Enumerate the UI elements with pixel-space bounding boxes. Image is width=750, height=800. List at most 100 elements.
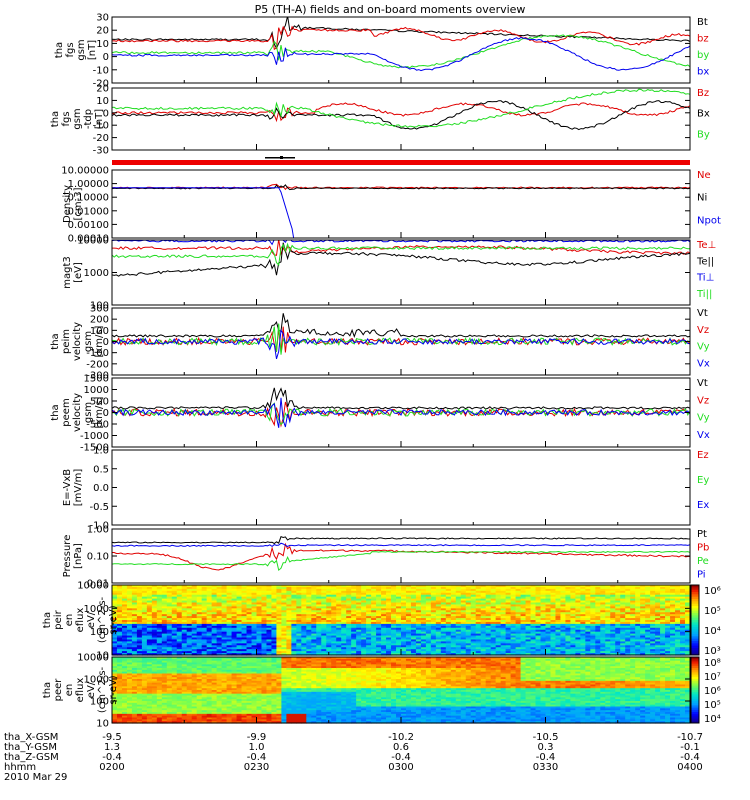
heatmap-cell — [376, 620, 382, 623]
heatmap-cell — [346, 625, 352, 629]
heatmap-cell — [326, 639, 332, 642]
heatmap-cell — [515, 627, 522, 631]
heatmap-cell — [475, 612, 482, 615]
heatmap-cell — [291, 600, 297, 604]
heatmap-cell — [131, 625, 138, 629]
heatmap-cell — [291, 645, 297, 648]
heatmap-cell — [391, 612, 397, 615]
heatmap-cell — [376, 612, 382, 615]
heatmap-cell — [116, 645, 123, 648]
heatmap-cell — [246, 643, 253, 646]
heatmap-cell — [475, 639, 482, 642]
heatmap-cell — [615, 592, 621, 596]
heatmap-cell — [112, 660, 118, 664]
heatmap-cell — [505, 602, 512, 606]
heatmap-cell — [356, 588, 362, 592]
heatmap-cell — [470, 647, 477, 650]
heatmap-cell — [555, 635, 562, 639]
heatmap-cell — [630, 651, 636, 654]
heatmap-cell — [121, 713, 128, 717]
heatmap-cell — [216, 592, 223, 596]
heatmap-cell — [555, 616, 562, 619]
heatmap-cell — [590, 625, 596, 629]
heatmap-cell — [465, 586, 472, 590]
heatmap-cell — [216, 625, 223, 629]
y-tick-label: -1000 — [80, 431, 109, 442]
heatmap-cell — [356, 600, 362, 604]
heatmap-cell — [415, 614, 422, 617]
heatmap-cell — [535, 639, 542, 642]
heatmap-cell — [241, 606, 248, 609]
heatmap-cell — [415, 621, 422, 625]
heatmap-cell — [440, 629, 447, 633]
heatmap-cell — [685, 635, 691, 639]
heatmap-cell — [316, 620, 322, 623]
heatmap-cell — [241, 639, 248, 642]
heatmap-cell — [680, 596, 686, 600]
heatmap-cell — [161, 662, 168, 665]
heatmap-cell — [570, 625, 576, 629]
heatmap-cell — [136, 606, 143, 609]
heatmap-cell — [176, 645, 183, 648]
heatmap-cell — [620, 612, 626, 615]
heatmap-cell — [181, 592, 188, 596]
heatmap-cell — [316, 653, 322, 656]
heatmap-cell — [495, 585, 502, 588]
heatmap-cell — [301, 610, 307, 613]
heatmap-cell — [181, 585, 188, 588]
heatmap-cell — [655, 653, 661, 656]
heatmap-cell — [316, 621, 322, 625]
heatmap-cell — [630, 649, 636, 652]
heatmap-cell — [141, 590, 148, 594]
heatmap-cell — [121, 668, 128, 671]
heatmap-cell — [490, 635, 497, 639]
heatmap-cell — [475, 608, 482, 611]
heatmap-cell — [161, 641, 168, 644]
heatmap-cell — [311, 585, 317, 588]
heatmap-cell — [535, 635, 542, 639]
heatmap-cell — [251, 616, 258, 619]
heatmap-cell — [321, 643, 327, 646]
heatmap-cell — [311, 604, 317, 607]
heatmap-cell — [680, 653, 686, 656]
heatmap-cell — [590, 649, 596, 652]
heatmap-cell — [650, 616, 656, 619]
heatmap-cell — [346, 645, 352, 648]
heatmap-cell — [361, 651, 367, 654]
y-tick-label: 300 — [90, 304, 109, 315]
heatmap-cell — [545, 653, 552, 656]
heatmap-cell — [171, 651, 178, 654]
heatmap-cell — [126, 699, 133, 702]
heatmap-cell — [615, 588, 621, 592]
heatmap-cell — [381, 594, 387, 598]
heatmap-cell — [675, 594, 681, 598]
heatmap-cell — [121, 662, 128, 665]
heatmap-cell — [575, 635, 581, 639]
heatmap-cell — [112, 620, 118, 623]
heatmap-cell — [166, 653, 173, 656]
heatmap-cell — [226, 625, 233, 629]
heatmap-cell — [141, 606, 148, 609]
heatmap-cell — [605, 604, 611, 607]
heatmap-cell — [112, 649, 118, 652]
heatmap-cell — [500, 629, 507, 633]
heatmap-cell — [440, 588, 447, 592]
heatmap-cell — [495, 618, 502, 621]
heatmap-cell — [650, 588, 656, 592]
heatmap-cell — [480, 610, 487, 613]
heatmap-cell — [286, 620, 292, 623]
heatmap-cell — [640, 618, 646, 621]
heatmap-cell — [530, 625, 537, 629]
heatmap-cell — [161, 671, 168, 675]
heatmap-cell — [206, 610, 213, 613]
heatmap-cell — [236, 631, 243, 635]
heatmap-cell — [410, 627, 417, 631]
heatmap-cell — [520, 592, 527, 596]
heatmap-cell — [251, 614, 258, 617]
heatmap-cell — [281, 620, 287, 623]
heatmap-cell — [296, 606, 302, 609]
heatmap-cell — [605, 586, 611, 590]
heatmap-cell — [525, 588, 532, 592]
heatmap-cell — [625, 643, 631, 646]
heatmap-cell — [386, 585, 392, 588]
